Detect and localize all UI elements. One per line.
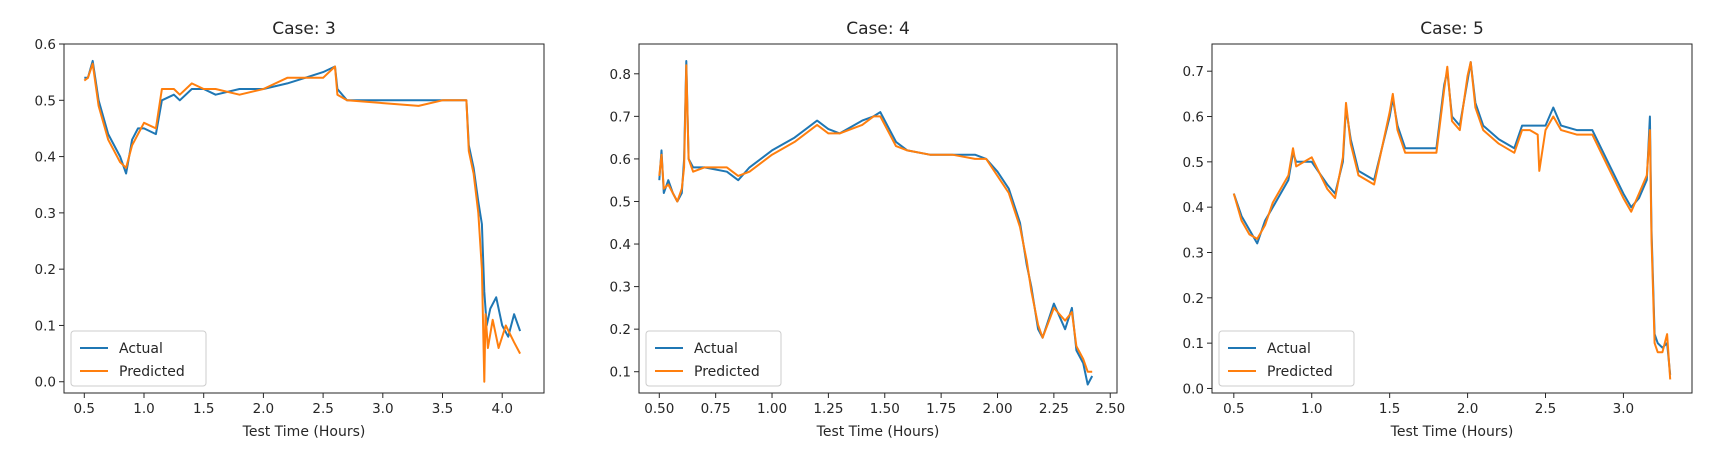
y-tick-label: 0.5 [35, 93, 56, 109]
x-tick-label: 1.75 [926, 401, 956, 417]
y-tick-label: 0.5 [1183, 155, 1204, 171]
y-tick-label: 0.3 [1183, 245, 1204, 261]
x-tick-label: 0.50 [644, 401, 674, 417]
y-tick-label: 0.1 [1183, 336, 1204, 352]
legend-label-predicted: Predicted [119, 364, 185, 380]
x-tick-label: 1.50 [870, 401, 900, 417]
x-tick-label: 2.50 [1095, 401, 1125, 417]
series-line-actual [1232, 61, 1672, 375]
x-tick-label: 1.0 [133, 401, 154, 417]
y-tick-label: 0.6 [35, 37, 56, 53]
y-tick-label: 0.6 [610, 152, 631, 168]
x-tick-label: 2.5 [1535, 401, 1556, 417]
legend-entry-actual: Actual [1228, 341, 1311, 357]
x-tick-label: 1.00 [757, 401, 787, 417]
chart-title: Case: 5 [1420, 19, 1484, 39]
legend-label-actual: Actual [1267, 341, 1311, 357]
legend-label-predicted: Predicted [1267, 364, 1333, 380]
x-axis-label: Test Time (Hours) [1390, 424, 1514, 440]
x-tick-label: 1.5 [193, 401, 214, 417]
y-tick-label: 0.4 [35, 150, 56, 166]
legend-entry-predicted: Predicted [655, 364, 760, 380]
x-axis-label: Test Time (Hours) [242, 424, 366, 440]
legend-entry-predicted: Predicted [80, 364, 185, 380]
series-line-predicted [83, 62, 521, 383]
legend-box [70, 330, 207, 387]
y-tick-label: 0.7 [1183, 64, 1204, 80]
plot-frame [638, 43, 1118, 394]
legend-entry-actual: Actual [80, 341, 163, 357]
y-tick-label: 0.0 [35, 375, 56, 391]
x-tick-label: 1.5 [1379, 401, 1400, 417]
legend-entry-actual: Actual [655, 341, 738, 357]
series-line-predicted [1232, 61, 1672, 380]
x-tick-label: 0.75 [701, 401, 731, 417]
x-tick-label: 2.0 [253, 401, 274, 417]
x-tick-label: 3.0 [372, 401, 393, 417]
legend-box [645, 330, 782, 387]
x-tick-label: 2.0 [1457, 401, 1478, 417]
legend-label-actual: Actual [119, 341, 163, 357]
y-tick-label: 0.5 [610, 194, 631, 210]
x-tick-label: 2.5 [312, 401, 333, 417]
y-tick-label: 0.2 [610, 322, 631, 338]
legend-label-actual: Actual [694, 341, 738, 357]
y-tick-label: 0.2 [1183, 291, 1204, 307]
x-tick-label: 2.00 [982, 401, 1012, 417]
y-tick-label: 0.3 [610, 280, 631, 296]
y-tick-label: 0.0 [1183, 381, 1204, 397]
legend-box [1218, 330, 1355, 387]
y-tick-label: 0.1 [35, 318, 56, 334]
legend-label-predicted: Predicted [694, 364, 760, 380]
series-line-actual [84, 59, 522, 338]
chart-title: Case: 4 [846, 19, 910, 39]
y-tick-label: 0.2 [35, 262, 56, 278]
plot-frame [63, 43, 545, 394]
y-tick-label: 0.6 [1183, 110, 1204, 126]
y-tick-label: 0.8 [610, 67, 631, 83]
x-tick-label: 1.0 [1301, 401, 1322, 417]
y-tick-label: 0.1 [610, 365, 631, 381]
x-tick-label: 3.0 [1613, 401, 1634, 417]
legend-entry-predicted: Predicted [1228, 364, 1333, 380]
y-tick-label: 0.4 [610, 237, 631, 253]
chart-panel-case-5: Case: 5 Test Time (Hours) Actual Predict… [1183, 19, 1693, 440]
x-tick-label: 3.5 [432, 401, 453, 417]
plot-frame [1211, 43, 1693, 394]
chart-panel-case-3: Case: 3 Test Time (Hours) Actual Predict… [35, 19, 545, 440]
chart-panel-case-4: Case: 4 Test Time (Hours) Actual Predict… [610, 19, 1126, 440]
y-tick-label: 0.7 [610, 109, 631, 125]
series-line-predicted [658, 64, 1093, 373]
chart-title: Case: 3 [272, 19, 336, 39]
x-tick-label: 1.25 [813, 401, 843, 417]
x-tick-label: 4.0 [491, 401, 512, 417]
x-axis-label: Test Time (Hours) [816, 424, 940, 440]
y-tick-label: 0.3 [35, 206, 56, 222]
x-tick-label: 2.25 [1039, 401, 1069, 417]
x-tick-label: 0.5 [74, 401, 95, 417]
y-tick-label: 0.4 [1183, 200, 1204, 216]
x-tick-label: 0.5 [1223, 401, 1244, 417]
